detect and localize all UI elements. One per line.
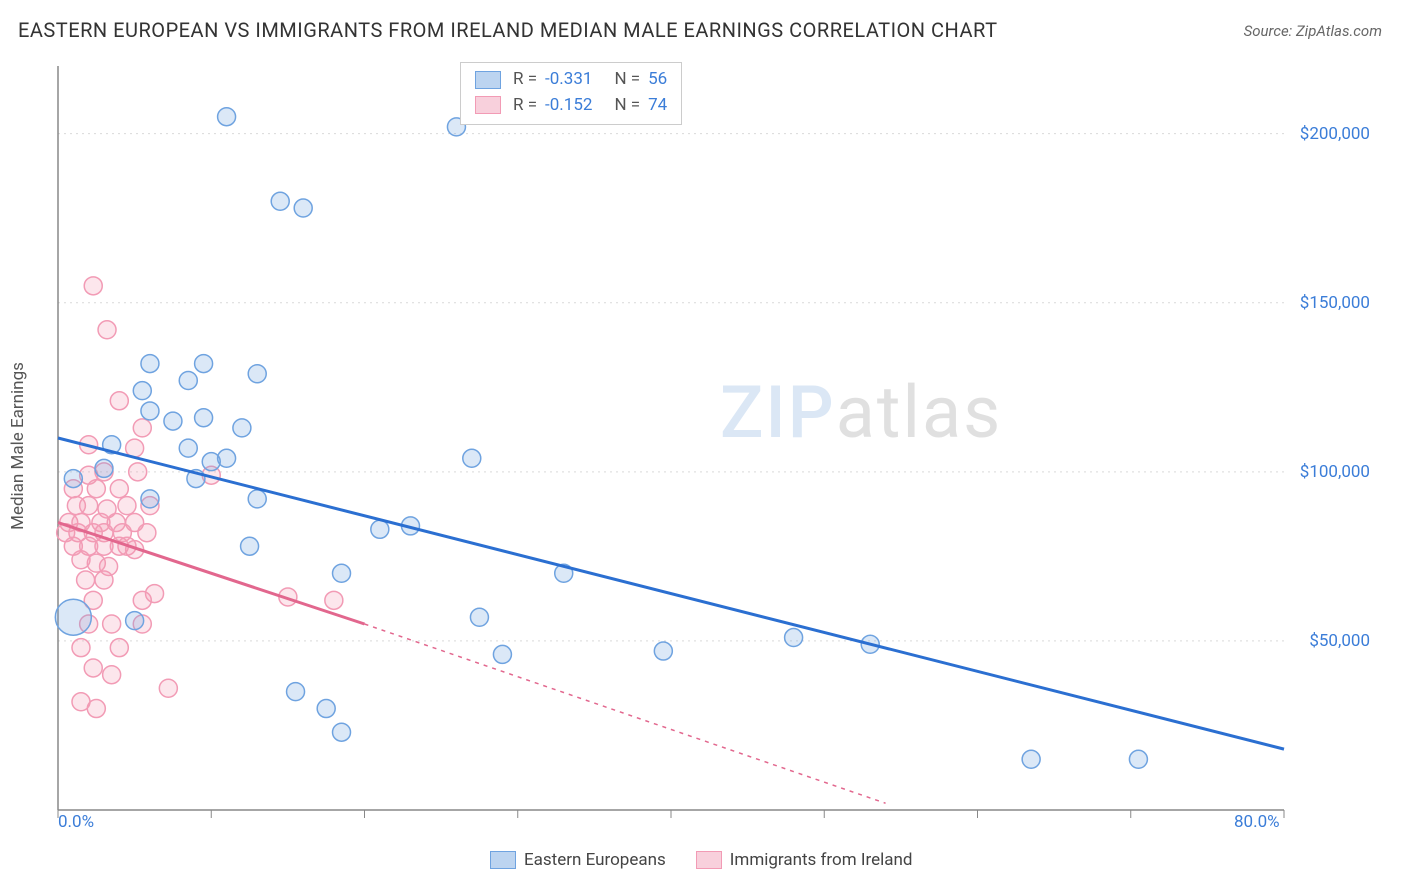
legend-label: Eastern Europeans [524, 850, 666, 870]
x-tick-label: 0.0% [58, 812, 94, 832]
stat-r-label: R = [513, 93, 537, 119]
chart-title: EASTERN EUROPEAN VS IMMIGRANTS FROM IREL… [18, 18, 998, 42]
chart-svg [52, 58, 1384, 838]
y-axis-label: Median Male Earnings [8, 362, 28, 530]
stat-n-value: 74 [648, 93, 667, 119]
x-tick-label: 80.0% [1234, 812, 1280, 832]
stat-r-value: -0.152 [545, 93, 592, 119]
legend-swatch [490, 851, 516, 869]
correlation-stats-box: R = -0.331 N = 56 R = -0.152 N = 74 [460, 62, 682, 125]
stat-n-label: N = [614, 93, 640, 119]
stats-row: R = -0.152 N = 74 [475, 93, 667, 119]
stat-n-label: N = [614, 67, 640, 93]
y-tick-label: $200,000 [1300, 124, 1370, 144]
y-tick-label: $150,000 [1300, 293, 1370, 313]
legend-swatch [475, 71, 501, 89]
legend-swatch [696, 851, 722, 869]
stat-n-value: 56 [648, 67, 667, 93]
legend-label: Immigrants from Ireland [730, 850, 913, 870]
legend-item: Eastern Europeans [490, 850, 666, 870]
legend-swatch [475, 96, 501, 114]
stat-r-label: R = [513, 67, 537, 93]
source-label: Source: ZipAtlas.com [1244, 22, 1382, 40]
stat-r-value: -0.331 [545, 67, 592, 93]
y-tick-label: $50,000 [1309, 631, 1370, 651]
legend: Eastern Europeans Immigrants from Ireland [490, 850, 912, 870]
legend-item: Immigrants from Ireland [696, 850, 913, 870]
y-tick-label: $100,000 [1300, 462, 1370, 482]
stats-row: R = -0.331 N = 56 [475, 67, 667, 93]
chart-plot-area: $50,000 $100,000 $150,000 $200,000 0.0% 80.0% [52, 58, 1384, 838]
